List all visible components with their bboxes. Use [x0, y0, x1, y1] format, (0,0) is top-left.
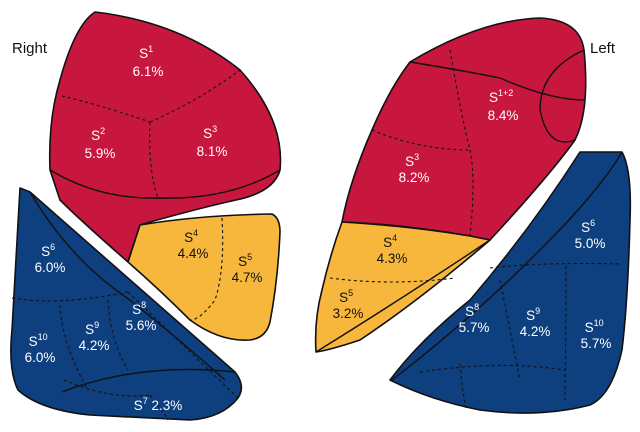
right-s3-label: S3 8.1%: [197, 120, 228, 159]
right-s2-label: S2 5.9%: [85, 122, 116, 161]
right-s6-label: S6 6.0%: [35, 238, 66, 275]
left-lower-lobe: [389, 151, 632, 414]
left-s12-label: S1+2 8.4%: [488, 84, 519, 123]
right-lung-label: Right: [12, 40, 48, 57]
left-s6-label: S6 5.0%: [575, 214, 606, 251]
right-s9-label: S9 4.2%: [79, 316, 110, 353]
left-lung-label: Left: [590, 40, 616, 57]
right-s5-label: S5 4.7%: [232, 248, 263, 285]
right-s1-label: S1 6.1%: [133, 40, 164, 79]
left-s3-label: S3 8.2%: [399, 148, 430, 185]
left-s9-label: S9 4.2%: [520, 302, 551, 339]
right-s7-label: S7 2.3%: [134, 396, 183, 413]
left-s4-label: S4 4.3%: [377, 229, 408, 266]
left-lingula: [314, 221, 491, 353]
right-s10-label: S10 6.0%: [25, 328, 56, 365]
left-s10-label: S10 5.7%: [581, 314, 612, 351]
right-s4-label: S4 4.4%: [178, 224, 209, 261]
left-upper-lobe: [341, 17, 587, 241]
right-s8-label: S8 5.6%: [126, 296, 157, 333]
left-s5-label: S5 3.2%: [333, 284, 364, 321]
right-middle-lobe: [127, 213, 281, 341]
right-lung: S1 6.1% S2 5.9% S3 8.1% S4 4.4% S5 4.7% …: [10, 11, 282, 421]
left-lung: S1+2 8.4% S3 8.2% S4 4.3% S5 3.2% S6 5.0…: [314, 17, 632, 414]
left-s8-label: S8 5.7%: [459, 298, 490, 335]
